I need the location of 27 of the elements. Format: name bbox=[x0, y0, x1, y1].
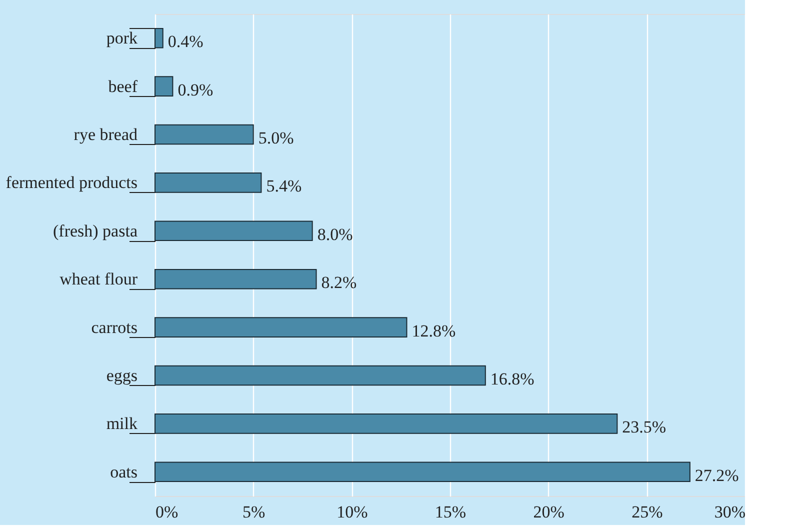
y-tick-label: eggs bbox=[106, 366, 138, 385]
y-tick-label: (fresh) pasta bbox=[53, 221, 138, 240]
data-label: 8.0% bbox=[317, 224, 353, 244]
data-label: 8.2% bbox=[321, 273, 357, 292]
x-tick-label: 10% bbox=[336, 502, 368, 522]
y-tick-label: milk bbox=[106, 414, 138, 434]
data-label: 5.0% bbox=[258, 128, 294, 148]
x-tick-label: 20% bbox=[533, 502, 564, 522]
data-label: 0.4% bbox=[168, 32, 204, 52]
data-label: 16.8% bbox=[490, 370, 534, 388]
x-tick-label: 15% bbox=[434, 502, 466, 522]
y-tick-label: oats bbox=[110, 462, 138, 482]
y-tick-label: rye bread bbox=[74, 125, 138, 144]
x-tick-label: 30% bbox=[714, 502, 746, 522]
data-label: 5.4% bbox=[266, 176, 302, 196]
x-tick-label: 5% bbox=[242, 502, 266, 522]
y-tick-label: beef bbox=[108, 76, 138, 96]
x-tick-label: 25% bbox=[632, 502, 663, 522]
x-tick-label: 0% bbox=[156, 502, 178, 522]
y-tick-label: carrots bbox=[91, 318, 138, 337]
data-label: 23.5% bbox=[622, 418, 666, 437]
y-tick-label: fermented products bbox=[6, 173, 138, 192]
y-tick-label: pork bbox=[106, 28, 138, 48]
data-label: 12.8% bbox=[412, 321, 456, 340]
y-tick-label: wheat flour bbox=[60, 270, 138, 289]
data-label: 0.9% bbox=[178, 80, 214, 100]
data-label: 27.2% bbox=[694, 466, 739, 485]
